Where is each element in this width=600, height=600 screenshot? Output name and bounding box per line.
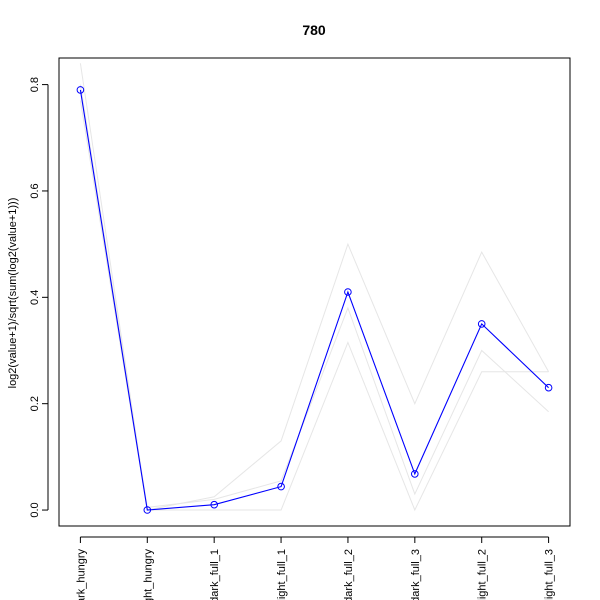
background-series-line-3 xyxy=(79,84,549,508)
chart-title: 780 xyxy=(302,22,326,38)
x-tick-label: dark_full_3 xyxy=(410,549,422,600)
main-series-line xyxy=(79,89,549,511)
data-point-light_full_1 xyxy=(277,482,285,491)
data-point-light_full_3 xyxy=(544,383,553,392)
data-point-dark_full_3 xyxy=(411,470,419,478)
y-axis: 0.0 0.2 0.4 0.6 0.8 xyxy=(29,77,49,518)
data-point-dark_full_2 xyxy=(344,288,352,296)
y-tick-label: 0.2 xyxy=(29,396,41,411)
y-tick-label: 0.4 xyxy=(29,290,41,305)
data-point-dark_full_1 xyxy=(210,500,218,509)
x-tick-label: light_full_3 xyxy=(544,549,556,600)
y-tick-label: 0.8 xyxy=(29,77,41,92)
background-series-line-1 xyxy=(79,63,550,511)
data-point-light_full_2 xyxy=(477,320,486,328)
x-axis: dark_hungry light_hungry dark_full_1 light_… xyxy=(75,536,556,600)
background-series-group xyxy=(79,63,550,512)
data-point-light_hungry xyxy=(143,506,152,514)
x-tick-label: light_full_2 xyxy=(477,549,489,600)
x-tick-label: light_hungry xyxy=(142,549,154,600)
y-tick-label: 0.0 xyxy=(29,502,41,517)
x-tick-label: dark_full_1 xyxy=(209,549,221,600)
x-tick-label: dark_full_2 xyxy=(343,549,355,600)
background-series-line-2 xyxy=(79,100,549,512)
main-series-group xyxy=(76,86,553,514)
data-point-dark_hungry xyxy=(76,86,85,94)
plot-frame xyxy=(58,57,571,527)
x-tick-label: dark_hungry xyxy=(75,549,87,600)
x-tick-label: light_full_1 xyxy=(276,549,288,600)
y-tick-label: 0.6 xyxy=(29,183,41,198)
y-axis-label: log2(value+1)/sqrt(sum(log2(value+1))) xyxy=(7,198,19,389)
